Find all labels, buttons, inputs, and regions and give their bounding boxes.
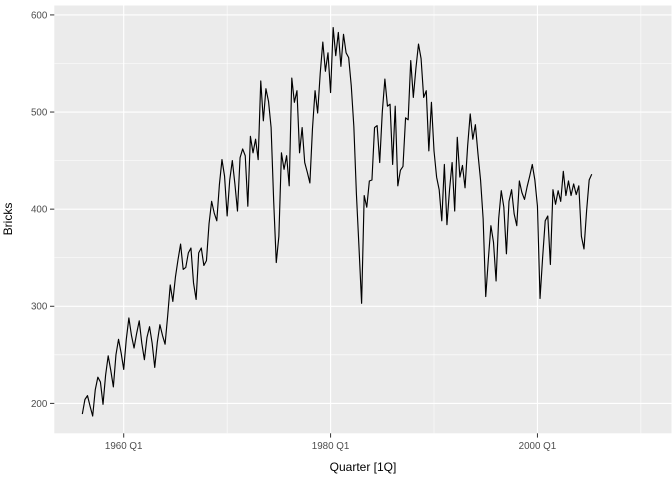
data-line: [81, 26, 593, 417]
y-tick-label: 400: [31, 205, 48, 216]
x-axis-title: Quarter [1Q]: [329, 460, 397, 474]
y-axis-title: Bricks: [1, 202, 15, 236]
x-tick-label: 1980 Q1: [312, 441, 350, 452]
x-tick-label: 2000 Q1: [519, 441, 557, 452]
panel-background: [54, 5, 672, 434]
y-tick-label: 600: [31, 10, 48, 21]
y-tick-label: 300: [31, 302, 48, 313]
y-tick-label: 200: [31, 399, 48, 410]
y-tick-label: 500: [31, 107, 48, 118]
x-tick-label: 1960 Q1: [105, 441, 143, 452]
